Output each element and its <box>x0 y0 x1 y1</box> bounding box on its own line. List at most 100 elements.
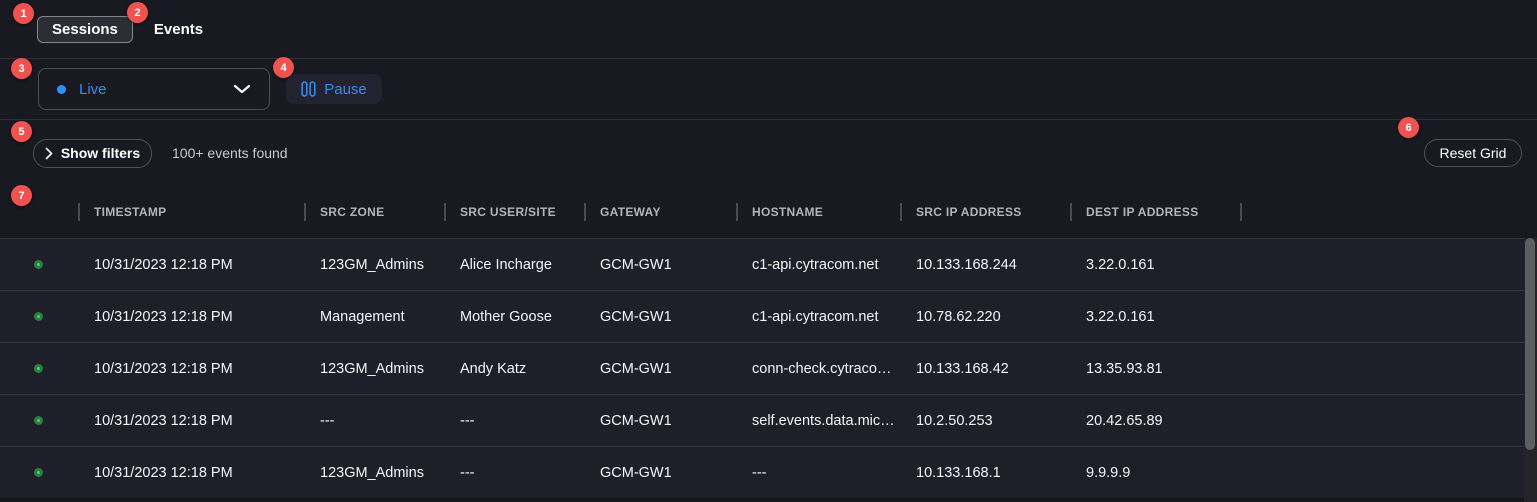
chevron-down-icon <box>233 84 251 94</box>
filter-bar: Show filters 100+ events found Reset Gri… <box>0 120 1537 186</box>
table-row[interactable]: 10/31/2023 12:18 PM 123GM_Admins --- GCM… <box>0 446 1537 498</box>
src-zone-cell: 123GM_Admins <box>320 256 424 273</box>
src-user-site-cell: Andy Katz <box>460 360 527 377</box>
src-ip-cell: 10.2.50.253 <box>916 412 993 429</box>
annotation-badge-7: 7 <box>11 185 32 206</box>
gateway-cell: GCM-GW1 <box>600 308 672 325</box>
annotation-badge-3: 3 <box>11 58 32 79</box>
src-ip-cell: 10.133.168.42 <box>916 360 1009 377</box>
src-user-site-cell: --- <box>460 412 475 429</box>
dest-ip-cell: 3.22.0.161 <box>1086 256 1155 273</box>
column-divider <box>736 203 738 221</box>
gateway-cell: GCM-GW1 <box>600 360 672 377</box>
chevron-right-icon <box>45 147 53 160</box>
reset-grid-button[interactable]: Reset Grid <box>1424 139 1522 167</box>
status-cell <box>0 468 78 477</box>
src-ip-cell: 10.133.168.1 <box>916 464 1001 481</box>
column-header-label: DEST IP ADDRESS <box>1086 205 1199 219</box>
hostname-cell: c1-api.cytracom.net <box>752 308 879 325</box>
status-online-icon <box>34 364 43 373</box>
src-user-site-cell: Mother Goose <box>460 308 552 325</box>
timestamp-cell: 10/31/2023 12:18 PM <box>94 412 233 429</box>
tab-events-label: Events <box>153 20 204 38</box>
column-divider <box>1070 203 1072 221</box>
gateway-cell: GCM-GW1 <box>600 256 672 273</box>
gateway-cell: GCM-GW1 <box>600 412 672 429</box>
table-row[interactable]: 10/31/2023 12:18 PM --- --- GCM-GW1 self… <box>0 394 1537 446</box>
pause-button[interactable]: Pause <box>286 74 382 104</box>
live-mode-selected-value: Live <box>79 80 107 98</box>
pause-button-label: Pause <box>324 80 367 98</box>
table-row[interactable]: 10/31/2023 12:18 PM 123GM_Admins Andy Ka… <box>0 342 1537 394</box>
column-header-gateway[interactable]: GATEWAY <box>584 186 736 238</box>
status-cell <box>0 260 78 269</box>
live-status-dot-icon <box>57 84 66 94</box>
annotation-badge-2: 2 <box>127 2 148 23</box>
dest-ip-cell: 9.9.9.9 <box>1086 464 1131 481</box>
src-user-site-cell: --- <box>460 464 475 481</box>
column-header-src-zone[interactable]: SRC ZONE <box>304 186 444 238</box>
timestamp-cell: 10/31/2023 12:18 PM <box>94 360 233 377</box>
timestamp-cell: 10/31/2023 12:18 PM <box>94 308 233 325</box>
status-cell <box>0 312 78 321</box>
grid-header-row: TIMESTAMP SRC ZONE SRC USER/SITE GATEWAY… <box>0 186 1537 238</box>
status-online-icon <box>34 260 43 269</box>
next-row-partial <box>0 498 1537 501</box>
column-header-timestamp[interactable]: TIMESTAMP <box>78 186 304 238</box>
pause-icon <box>301 81 316 97</box>
hostname-cell: conn-check.cytraco… <box>752 360 892 377</box>
column-header-label: SRC IP ADDRESS <box>916 205 1022 219</box>
column-header-label: SRC USER/SITE <box>460 205 556 219</box>
dest-ip-cell: 13.35.93.81 <box>1086 360 1163 377</box>
dest-ip-cell: 20.42.65.89 <box>1086 412 1163 429</box>
src-zone-cell: --- <box>320 412 335 429</box>
column-divider <box>584 203 586 221</box>
column-header-label: HOSTNAME <box>752 205 824 219</box>
sessions-grid: TIMESTAMP SRC ZONE SRC USER/SITE GATEWAY… <box>0 186 1537 501</box>
tab-events[interactable]: Events <box>154 21 203 38</box>
column-divider <box>900 203 902 221</box>
src-zone-cell: Management <box>320 308 405 325</box>
hostname-cell: self.events.data.mic… <box>752 412 895 429</box>
column-header-src-ip[interactable]: SRC IP ADDRESS <box>900 186 1070 238</box>
tab-sessions-label: Sessions <box>52 20 118 38</box>
column-header-dest-ip[interactable]: DEST IP ADDRESS <box>1070 186 1240 238</box>
src-ip-cell: 10.133.168.244 <box>916 256 1017 273</box>
vertical-scrollbar-track[interactable] <box>1524 238 1537 502</box>
column-header-hostname[interactable]: HOSTNAME <box>736 186 900 238</box>
column-header-src-user-site[interactable]: SRC USER/SITE <box>444 186 584 238</box>
column-header-label: SRC ZONE <box>320 205 385 219</box>
src-user-site-cell: Alice Incharge <box>460 256 552 273</box>
status-online-icon <box>34 416 43 425</box>
table-row[interactable]: 10/31/2023 12:18 PM 123GM_Admins Alice I… <box>0 238 1537 290</box>
src-ip-cell: 10.78.62.220 <box>916 308 1001 325</box>
vertical-scrollbar-thumb[interactable] <box>1525 238 1535 450</box>
status-cell <box>0 416 78 425</box>
tab-sessions[interactable]: Sessions <box>37 15 133 43</box>
status-cell <box>0 364 78 373</box>
hostname-cell: c1-api.cytracom.net <box>752 256 879 273</box>
column-header-label: GATEWAY <box>600 205 661 219</box>
status-online-icon <box>34 468 43 477</box>
live-mode-dropdown[interactable]: Live <box>38 68 270 110</box>
status-online-icon <box>34 312 43 321</box>
src-zone-cell: 123GM_Admins <box>320 360 424 377</box>
timestamp-cell: 10/31/2023 12:18 PM <box>94 256 233 273</box>
table-row[interactable]: 10/31/2023 12:18 PM Management Mother Go… <box>0 290 1537 342</box>
results-count-text: 100+ events found <box>172 145 288 161</box>
toolbar: Live Pause <box>0 59 1537 120</box>
column-divider <box>304 203 306 221</box>
annotation-badge-4: 4 <box>273 57 294 78</box>
column-header-label: TIMESTAMP <box>94 205 167 219</box>
show-filters-button[interactable]: Show filters <box>33 138 152 168</box>
column-divider <box>444 203 446 221</box>
show-filters-label: Show filters <box>60 145 141 161</box>
column-divider <box>1240 203 1242 221</box>
timestamp-cell: 10/31/2023 12:18 PM <box>94 464 233 481</box>
src-zone-cell: 123GM_Admins <box>320 464 424 481</box>
dest-ip-cell: 3.22.0.161 <box>1086 308 1155 325</box>
tab-bar: Sessions Events <box>0 0 1537 59</box>
annotation-badge-5: 5 <box>11 121 32 142</box>
column-header-trailing <box>1240 186 1242 238</box>
